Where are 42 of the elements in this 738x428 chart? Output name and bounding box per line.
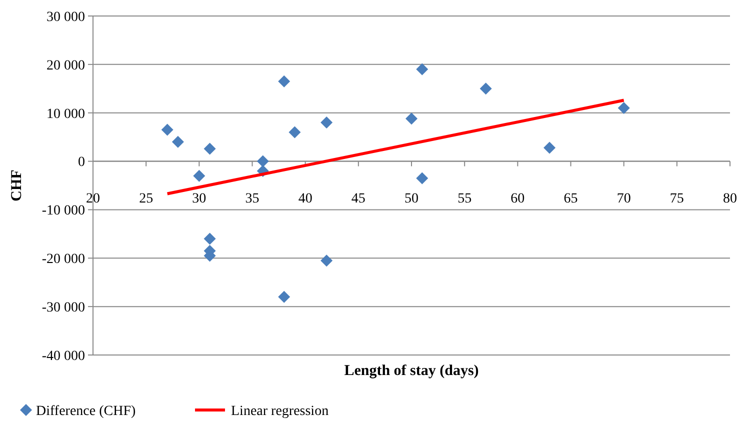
y-tick-label: 10 000 xyxy=(46,106,85,122)
point xyxy=(172,136,184,148)
x-axis-title: Length of stay (days) xyxy=(344,363,479,379)
point xyxy=(204,232,216,245)
x-tick-label: 35 xyxy=(245,191,260,206)
x-tick-label: 60 xyxy=(510,191,525,206)
point xyxy=(161,124,174,136)
y-axis-title: CHF xyxy=(9,170,25,202)
y-tick-label: -20 000 xyxy=(42,252,85,268)
point xyxy=(544,142,556,154)
y-tick-label: 20 000 xyxy=(46,58,85,74)
y-tick-label: 30 000 xyxy=(46,10,85,25)
legend-label: Difference (CHF) xyxy=(36,404,136,419)
x-tick-label: 25 xyxy=(139,191,154,206)
point xyxy=(278,75,290,88)
point xyxy=(320,116,333,129)
point xyxy=(288,126,301,138)
point xyxy=(406,112,418,125)
x-tick-label: 30 xyxy=(192,191,206,206)
legend-label: Linear regression xyxy=(231,404,329,419)
x-tick-label: 55 xyxy=(458,191,472,206)
point xyxy=(193,170,206,182)
point xyxy=(416,63,428,76)
x-tick-label: 70 xyxy=(616,191,631,206)
x-tick-label: 65 xyxy=(564,191,578,206)
x-tick-label: 45 xyxy=(351,191,366,206)
point xyxy=(480,82,492,95)
point xyxy=(320,254,333,267)
point xyxy=(278,290,290,303)
point xyxy=(256,155,269,168)
x-tick-label: 80 xyxy=(723,191,737,206)
x-tick-label: 40 xyxy=(298,191,312,206)
y-tick-label: 0 xyxy=(78,155,85,170)
x-tick-label: 75 xyxy=(670,191,684,206)
point xyxy=(204,142,216,155)
y-tick-label: -40 000 xyxy=(42,348,85,364)
point xyxy=(416,172,428,184)
x-tick-label: 50 xyxy=(404,191,418,206)
y-tick-label: -30 000 xyxy=(42,300,85,316)
point xyxy=(618,102,630,114)
x-tick-label: 20 xyxy=(86,191,100,206)
y-tick-label: -10 000 xyxy=(42,204,85,219)
